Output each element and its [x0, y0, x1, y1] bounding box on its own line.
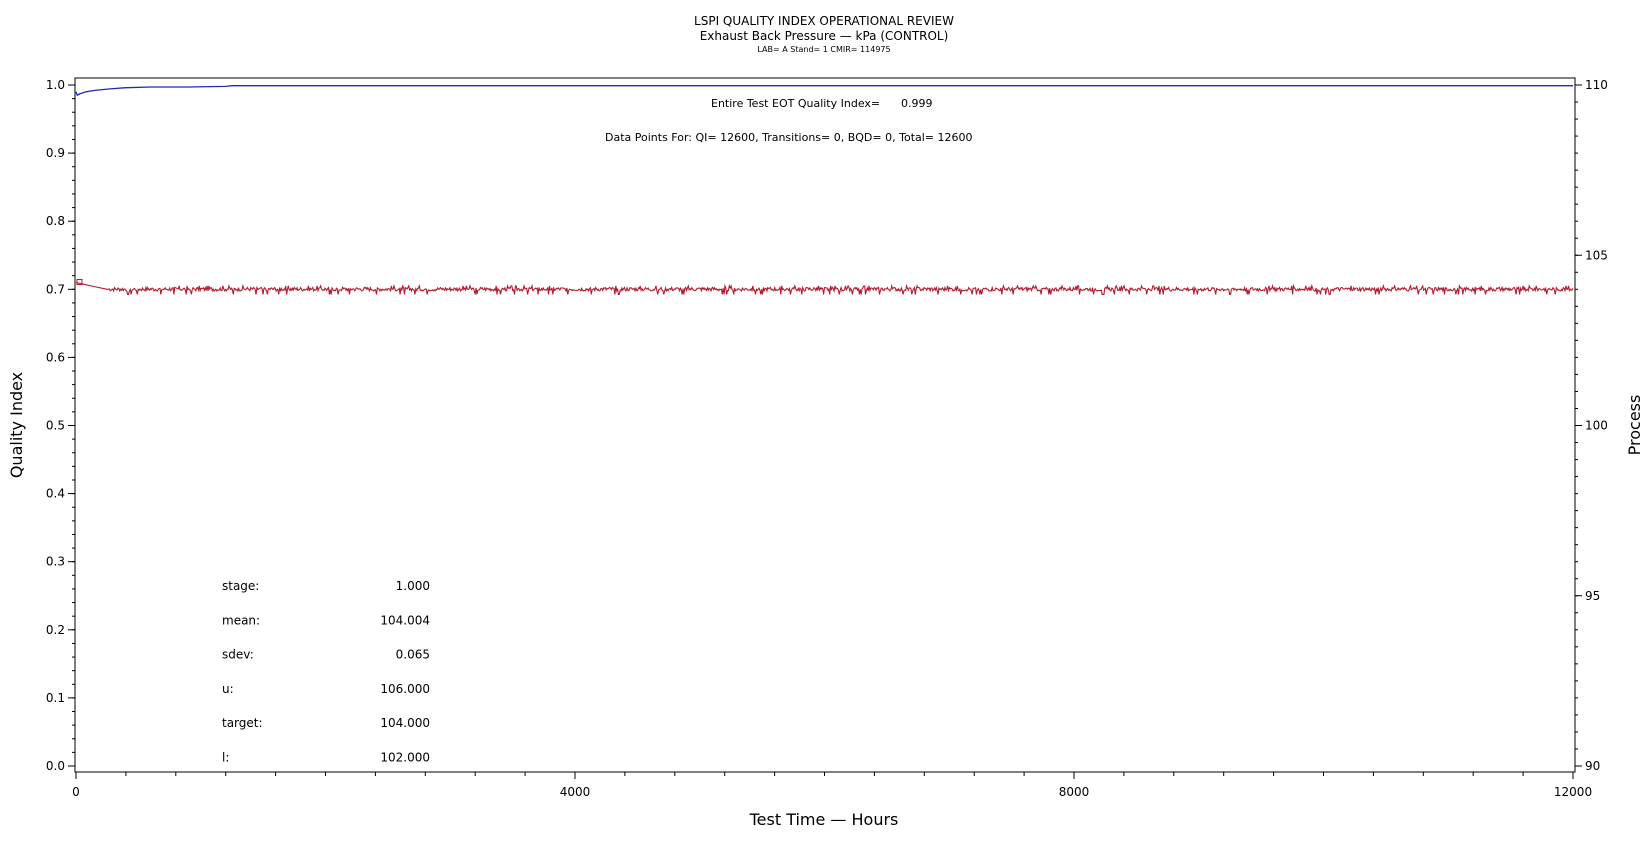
plot-frame: [74, 77, 1576, 773]
y2-tick-label: 110: [1585, 78, 1608, 92]
x-tick-label: 0: [72, 785, 80, 799]
chart-subtitle: Exhaust Back Pressure — kPa (CONTROL): [700, 29, 949, 43]
quality-index-line: [75, 85, 1573, 97]
y-tick-label: 0.0: [46, 759, 65, 773]
x-tick-label: 12000: [1554, 785, 1592, 799]
process-trace-line: [75, 281, 1574, 295]
y-tick-label: 0.9: [46, 146, 65, 160]
y-tick-label: 0.1: [46, 691, 65, 705]
stat-value: 102.000: [380, 751, 430, 765]
y-axis-label: Quality Index: [7, 372, 26, 478]
y-tick-label: 0.6: [46, 350, 65, 364]
eot-label: Entire Test EOT Quality Index=: [711, 97, 880, 110]
stat-value: 0.065: [396, 648, 430, 662]
y2-tick-label: 100: [1585, 419, 1608, 433]
stat-value: 104.004: [380, 613, 430, 627]
y2-tick-label: 105: [1585, 248, 1608, 262]
y-tick-label: 0.3: [46, 555, 65, 569]
stat-value: 1.000: [396, 579, 430, 593]
data-points-summary: Data Points For: QI= 12600, Transitions=…: [605, 131, 973, 144]
x-tick-label: 8000: [1059, 785, 1090, 799]
y2-tick-label: 90: [1585, 759, 1600, 773]
y-tick-label: 0.7: [46, 282, 65, 296]
stat-label: target:: [222, 716, 263, 730]
x-tick-label: 4000: [560, 785, 591, 799]
y-tick-label: 0.8: [46, 214, 65, 228]
stat-value: 104.000: [380, 716, 430, 730]
y2-tick-label: 95: [1585, 589, 1600, 603]
chart-title: LSPI QUALITY INDEX OPERATIONAL REVIEW: [694, 14, 954, 28]
stat-label: stage:: [222, 579, 259, 593]
chart-subtitle-2: LAB= A Stand= 1 CMIR= 114975: [757, 45, 890, 54]
y2-axis-label: Process: [1625, 395, 1644, 456]
stat-label: u:: [222, 682, 234, 696]
x-axis-label: Test Time — Hours: [749, 810, 899, 829]
stat-label: sdev:: [222, 648, 254, 662]
eot-value: 0.999: [901, 97, 933, 110]
stat-label: mean:: [222, 613, 260, 627]
stat-label: l:: [222, 751, 229, 765]
y-tick-label: 0.4: [46, 487, 65, 501]
y-tick-label: 1.0: [46, 78, 65, 92]
y-tick-label: 0.2: [46, 623, 65, 637]
process-start-marker: [76, 278, 83, 285]
y-tick-label: 0.5: [46, 419, 65, 433]
stat-value: 106.000: [380, 682, 430, 696]
